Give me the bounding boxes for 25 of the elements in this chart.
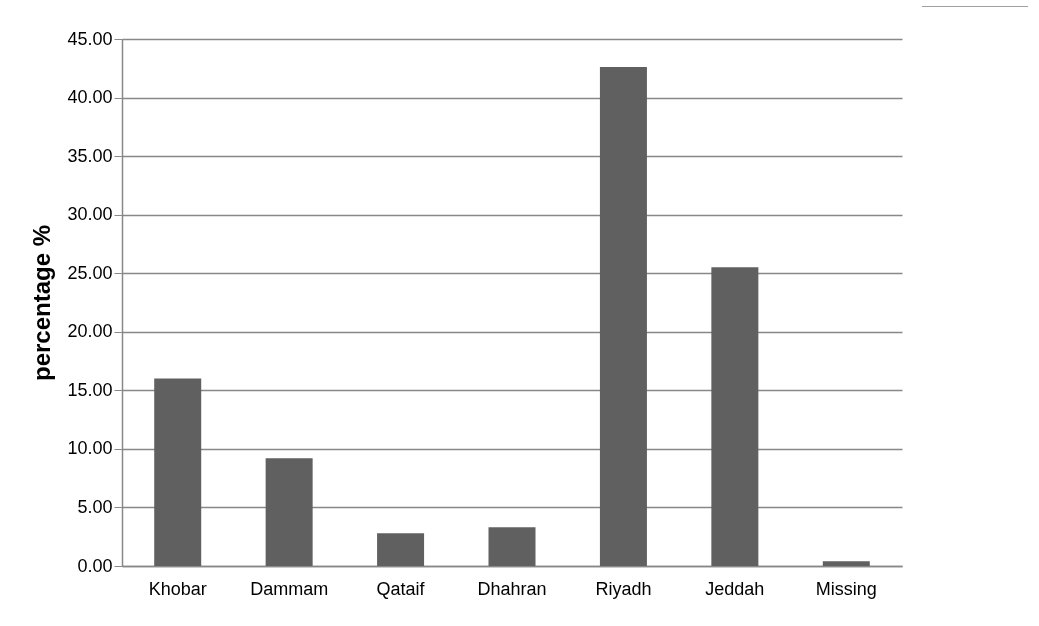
y-tick-label: 35.00 (67, 145, 113, 166)
y-tick-label: 5.00 (77, 496, 113, 517)
x-tick-label: Dammam (250, 578, 329, 599)
x-tick-label: Jeddah (705, 578, 765, 599)
y-tick-label: 40.00 (67, 87, 113, 108)
bar (377, 533, 425, 566)
x-tick-label: Dhahran (477, 578, 547, 599)
y-tick-label: 30.00 (67, 204, 113, 225)
bar (822, 561, 870, 566)
bar (599, 67, 647, 566)
y-tick-label: 45.00 (67, 28, 113, 49)
bar (488, 527, 536, 566)
y-tick-label: 0.00 (77, 555, 113, 576)
x-tick-label: Missing (815, 578, 877, 599)
y-tick-label: 25.00 (67, 262, 113, 283)
bar (265, 458, 313, 566)
y-tick-label: 10.00 (67, 438, 113, 459)
bar (154, 378, 202, 566)
bar (711, 267, 759, 566)
x-tick-label: Qataif (376, 578, 426, 599)
x-tick-label: Khobar (148, 578, 207, 599)
y-axis-title: percentage % (28, 224, 56, 382)
x-tick-label: Riyadh (595, 578, 652, 599)
y-tick-label: 15.00 (67, 379, 113, 400)
y-tick-label: 20.00 (67, 321, 113, 342)
